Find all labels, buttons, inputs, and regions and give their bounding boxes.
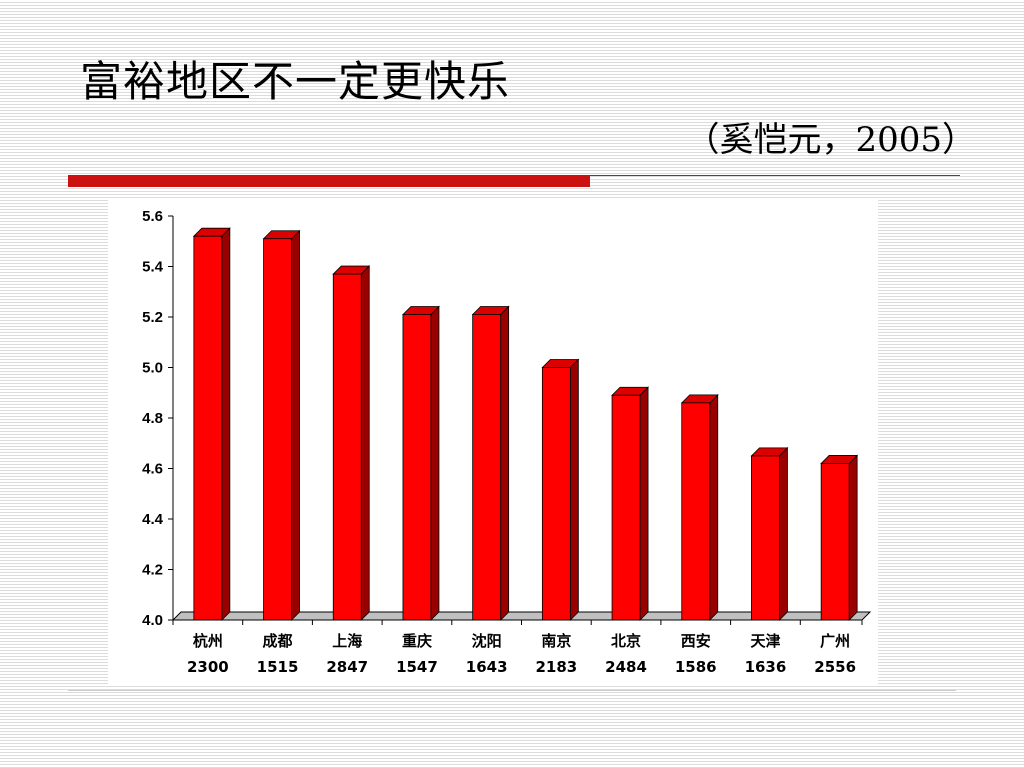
- category-label: 上海: [332, 632, 362, 650]
- bar: [541, 367, 571, 621]
- y-tick-label: 4.6: [142, 461, 163, 478]
- y-tick-label: 4.8: [142, 410, 163, 427]
- chart-area: 4.0 4.2 4.4 4.6 4.8 5.0 5.2 5.4 5.6 杭州 2300 成都 1515 上…: [108, 200, 878, 686]
- bar: [611, 394, 641, 621]
- bar-chart: 4.0 4.2 4.4 4.6 4.8 5.0 5.2 5.4 5.6 杭州 2300 成都 1515 上…: [142, 208, 872, 676]
- y-tick-label: 5.2: [142, 309, 163, 326]
- category-label: 杭州: [193, 632, 223, 650]
- category-value-label: 2556: [814, 658, 856, 676]
- category-value-label: 1636: [745, 658, 787, 676]
- category-value-label: 1643: [466, 658, 508, 676]
- y-tick-label: 4.4: [142, 511, 164, 528]
- bar: [472, 314, 502, 621]
- category-value-label: 2183: [535, 658, 577, 676]
- bar-side: [779, 446, 788, 621]
- bar: [751, 455, 780, 621]
- category-value-label: 1515: [257, 658, 299, 676]
- bar: [263, 238, 292, 621]
- category-value-label: 2300: [187, 658, 229, 676]
- category-label: 广州: [820, 632, 850, 650]
- category-value-label: 2847: [326, 658, 368, 676]
- category-label: 沈阳: [472, 632, 502, 650]
- bar-side: [221, 227, 231, 621]
- bar-side: [360, 265, 370, 621]
- bar: [193, 235, 223, 621]
- y-tick-label: 4.2: [142, 562, 163, 579]
- bar-side: [430, 305, 440, 621]
- category-label: 天津: [750, 632, 780, 650]
- bar: [820, 463, 850, 621]
- category-value-label: 1586: [675, 658, 717, 676]
- category-value-label: 1547: [396, 658, 438, 676]
- y-tick-label: 5.6: [142, 208, 163, 225]
- y-tick-label: 5.4: [142, 259, 164, 276]
- bar-side: [709, 393, 719, 621]
- category-label: 重庆: [402, 632, 432, 650]
- bar-side: [569, 358, 579, 621]
- title-underline-thin: [590, 175, 960, 176]
- slide-title: 富裕地区不一定更快乐: [80, 57, 511, 106]
- category-label: 南京: [541, 632, 571, 650]
- bar-side: [291, 229, 300, 621]
- bar: [681, 402, 711, 621]
- bar-side: [500, 305, 510, 621]
- bar-side: [639, 386, 649, 621]
- category-label: 成都: [263, 632, 293, 650]
- bar: [332, 273, 362, 621]
- bottom-divider: [68, 690, 956, 691]
- title-underline-thick: [68, 175, 590, 187]
- y-tick-label: 5.0: [142, 360, 163, 377]
- citation: （奚恺元，2005）: [685, 120, 976, 160]
- category-value-label: 2484: [605, 658, 647, 676]
- y-tick-label: 4.0: [142, 612, 163, 629]
- bar-side: [848, 454, 858, 621]
- category-label: 西安: [681, 632, 711, 650]
- bar: [402, 314, 432, 621]
- category-label: 北京: [611, 632, 641, 650]
